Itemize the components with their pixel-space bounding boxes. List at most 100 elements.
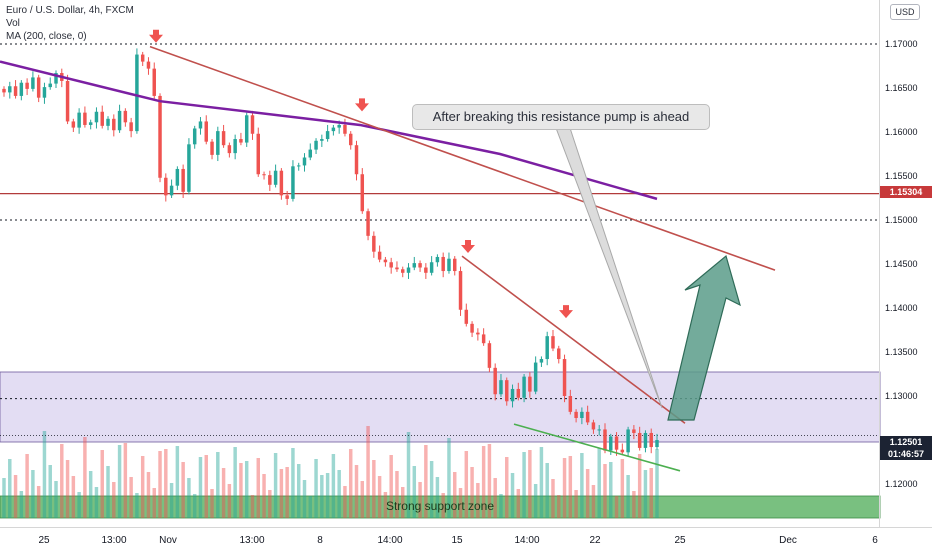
volume-bar — [557, 495, 561, 518]
volume-bar — [117, 445, 122, 518]
volume-bar — [135, 493, 139, 518]
volume-bar — [187, 478, 191, 518]
volume-bar — [331, 454, 336, 518]
candle-body — [435, 256, 440, 263]
candle-body — [250, 115, 255, 134]
ma-indicator-label[interactable]: MA (200, close, 0) — [6, 31, 87, 42]
candle-body — [83, 112, 87, 125]
volume-bar — [250, 495, 255, 518]
candle-body — [8, 86, 12, 93]
candle-body — [585, 411, 590, 423]
support-zone-label: Strong support zone — [385, 499, 495, 513]
volume-bars — [2, 426, 659, 518]
volume-bar — [424, 445, 428, 518]
volume-bar — [476, 483, 480, 518]
candle-body — [418, 263, 422, 268]
candle-body — [545, 336, 549, 360]
time-tick-label: 6 — [872, 535, 878, 546]
volume-bar — [626, 475, 630, 518]
volume-bar — [366, 426, 370, 518]
candle-body — [395, 267, 399, 270]
volume-bar — [94, 487, 99, 518]
volume-bar — [360, 481, 365, 518]
time-tick-label: 13:00 — [101, 535, 126, 546]
volume-bar — [481, 446, 486, 518]
candle-body — [244, 115, 249, 143]
candle-body — [65, 80, 70, 122]
candle-body — [568, 396, 573, 412]
volume-bar — [377, 476, 382, 518]
volume-bar — [60, 444, 64, 518]
volume-bar — [516, 489, 521, 518]
volume-bar — [256, 458, 260, 518]
candle-body — [36, 77, 41, 98]
volume-bar — [221, 468, 226, 518]
volume-bar — [574, 490, 578, 518]
volume-bar — [493, 478, 497, 518]
volume-bar — [71, 476, 76, 518]
candle-body — [580, 411, 584, 418]
volume-bar — [401, 487, 405, 518]
volume-bar — [412, 466, 417, 518]
candle-body — [192, 128, 197, 145]
horizontal-levels — [0, 43, 880, 437]
candle-body — [377, 251, 382, 260]
candle-body — [557, 348, 561, 360]
volume-bar — [100, 450, 104, 518]
candle-body — [325, 131, 330, 140]
candle-body — [164, 177, 168, 196]
volume-bar — [609, 462, 613, 518]
down-arrow-icon — [149, 29, 163, 43]
volume-bar — [649, 468, 653, 518]
price-tick-label: 1.16500 — [885, 83, 918, 93]
volume-bar — [337, 470, 341, 518]
price-tick-label: 1.15000 — [885, 215, 918, 225]
volume-bar — [435, 477, 440, 518]
time-axis[interactable]: 25 13:00 Nov 13:00 8 14:00 15 14:00 22 25 Dec 6 — [38, 535, 878, 546]
candle-body — [597, 429, 601, 431]
candle-body — [614, 436, 619, 450]
candle-body — [412, 263, 417, 268]
candle-body — [533, 362, 538, 392]
candle-body — [505, 380, 509, 402]
volume-bar — [233, 447, 237, 518]
volume-indicator-label[interactable]: Vol — [6, 18, 20, 29]
range-zone — [0, 371, 881, 443]
candle-body — [620, 449, 625, 453]
volume-bar — [603, 464, 607, 518]
candle-body — [13, 86, 18, 96]
volume-bar — [268, 490, 272, 518]
volume-bar — [308, 496, 313, 518]
candle-body — [337, 124, 341, 128]
current-price-tag: 1.12501 01:46:57 — [880, 436, 932, 460]
candle-body — [499, 380, 503, 395]
volume-bar — [48, 465, 52, 518]
trendlines — [0, 45, 776, 472]
candle-body — [19, 82, 24, 96]
time-tick-label: 15 — [451, 535, 463, 546]
volume-bar — [458, 488, 463, 518]
time-tick-label: 8 — [317, 535, 323, 546]
volume-bar — [354, 465, 359, 518]
volume-bar — [395, 471, 399, 518]
candle-body — [106, 118, 110, 126]
volume-bar — [551, 479, 555, 518]
candle-body — [481, 334, 486, 344]
volume-bar — [175, 446, 180, 518]
candle-body — [216, 131, 220, 155]
candle-body — [221, 131, 226, 146]
volume-bar — [42, 431, 47, 518]
candle-body — [516, 388, 521, 398]
time-tick-label: 22 — [589, 535, 601, 546]
candle-body — [366, 211, 370, 236]
volume-bar — [88, 471, 93, 518]
volume-bar — [320, 475, 324, 518]
candle-body — [528, 376, 532, 392]
candle-body — [169, 185, 174, 196]
candle-body — [296, 165, 301, 167]
candle-body — [453, 258, 457, 272]
volume-bar — [348, 449, 353, 518]
currency-button[interactable]: USD — [890, 4, 920, 20]
candle-body — [262, 174, 266, 176]
